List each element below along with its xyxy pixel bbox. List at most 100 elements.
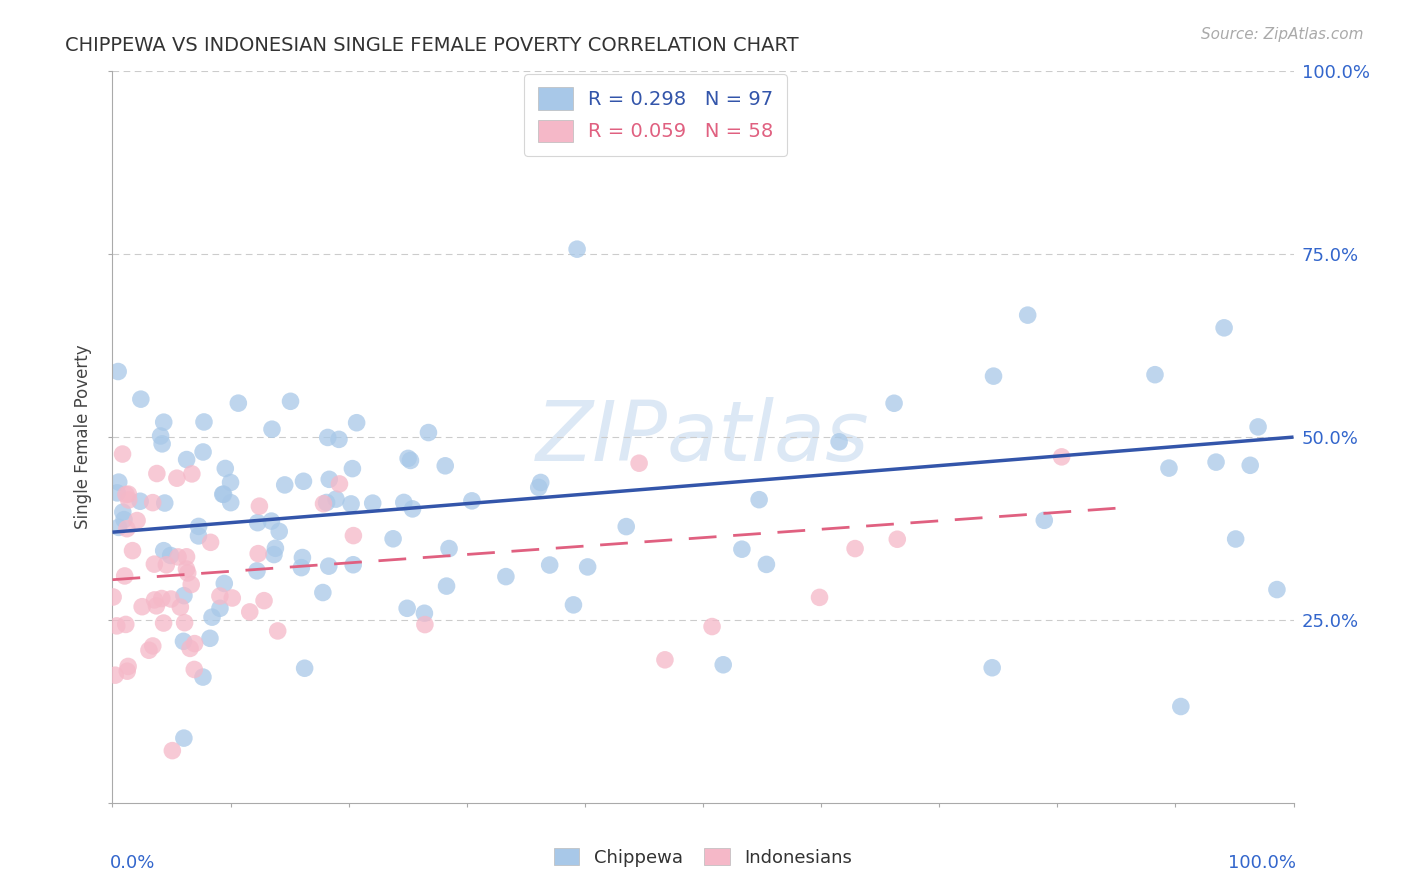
Point: [187, 529, 209, 543]
Point: [159, 549, 181, 563]
Point: [342, 528, 364, 542]
Point: [274, 478, 297, 492]
Point: [401, 502, 423, 516]
Point: [461, 493, 484, 508]
Point: [107, 520, 129, 534]
Point: [1170, 699, 1192, 714]
Point: [105, 619, 128, 633]
Point: [187, 519, 209, 533]
Point: [562, 598, 585, 612]
Point: [211, 487, 233, 501]
Point: [396, 601, 419, 615]
Point: [117, 659, 139, 673]
Point: [191, 445, 214, 459]
Point: [392, 495, 415, 509]
Point: [294, 661, 316, 675]
Point: [208, 601, 231, 615]
Point: [269, 524, 291, 539]
Point: [115, 487, 138, 501]
Point: [731, 542, 754, 557]
Point: [153, 496, 176, 510]
Point: [748, 492, 770, 507]
Point: [112, 513, 135, 527]
Point: [527, 480, 550, 494]
Point: [105, 486, 128, 500]
Point: [193, 415, 215, 429]
Point: [145, 599, 167, 613]
Point: [654, 653, 676, 667]
Point: [342, 558, 364, 572]
Point: [167, 549, 190, 564]
Point: [183, 663, 205, 677]
Point: [1017, 308, 1039, 322]
Point: [208, 589, 231, 603]
Point: [808, 591, 831, 605]
Point: [325, 492, 347, 507]
Point: [1213, 321, 1236, 335]
Point: [111, 505, 134, 519]
Point: [576, 560, 599, 574]
Point: [166, 471, 188, 485]
Point: [1050, 450, 1073, 464]
Point: [107, 365, 129, 379]
Point: [530, 475, 553, 490]
Point: [221, 591, 243, 605]
Point: [115, 522, 138, 536]
Point: [828, 434, 851, 449]
Point: [228, 396, 250, 410]
Point: [155, 558, 177, 572]
Point: [315, 495, 337, 509]
Point: [318, 559, 340, 574]
Point: [146, 467, 169, 481]
Point: [131, 599, 153, 614]
Point: [239, 605, 262, 619]
Point: [129, 392, 152, 406]
Point: [700, 619, 723, 633]
Point: [214, 461, 236, 475]
Point: [138, 643, 160, 657]
Point: [983, 369, 1005, 384]
Point: [260, 422, 283, 436]
Point: [179, 641, 201, 656]
Point: [143, 593, 166, 607]
Point: [101, 590, 124, 604]
Point: [413, 607, 436, 621]
Point: [143, 557, 166, 571]
Point: [280, 394, 302, 409]
Point: [1143, 368, 1166, 382]
Point: [328, 477, 350, 491]
Point: [150, 591, 173, 606]
Y-axis label: Single Female Poverty: Single Female Poverty: [75, 345, 93, 529]
Point: [180, 577, 202, 591]
Point: [342, 461, 364, 475]
Point: [142, 639, 165, 653]
Point: [538, 558, 561, 572]
Point: [346, 416, 368, 430]
Point: [291, 550, 314, 565]
Point: [316, 430, 339, 444]
Text: Source: ZipAtlas.com: Source: ZipAtlas.com: [1201, 27, 1364, 42]
Point: [246, 564, 269, 578]
Point: [434, 458, 457, 473]
Point: [755, 558, 778, 572]
Point: [169, 600, 191, 615]
Point: [981, 661, 1004, 675]
Point: [219, 496, 242, 510]
Point: [212, 487, 235, 501]
Point: [180, 467, 202, 481]
Point: [1225, 532, 1247, 546]
Point: [114, 617, 136, 632]
Point: [711, 657, 734, 672]
Point: [418, 425, 440, 440]
Point: [152, 543, 174, 558]
Point: [1033, 513, 1056, 527]
Point: [361, 496, 384, 510]
Point: [267, 624, 290, 638]
Point: [246, 516, 269, 530]
Point: [260, 514, 283, 528]
Point: [118, 493, 141, 508]
Point: [114, 569, 136, 583]
Point: [247, 547, 270, 561]
Text: CHIPPEWA VS INDONESIAN SINGLE FEMALE POVERTY CORRELATION CHART: CHIPPEWA VS INDONESIAN SINGLE FEMALE POV…: [65, 36, 799, 54]
Point: [173, 731, 195, 745]
